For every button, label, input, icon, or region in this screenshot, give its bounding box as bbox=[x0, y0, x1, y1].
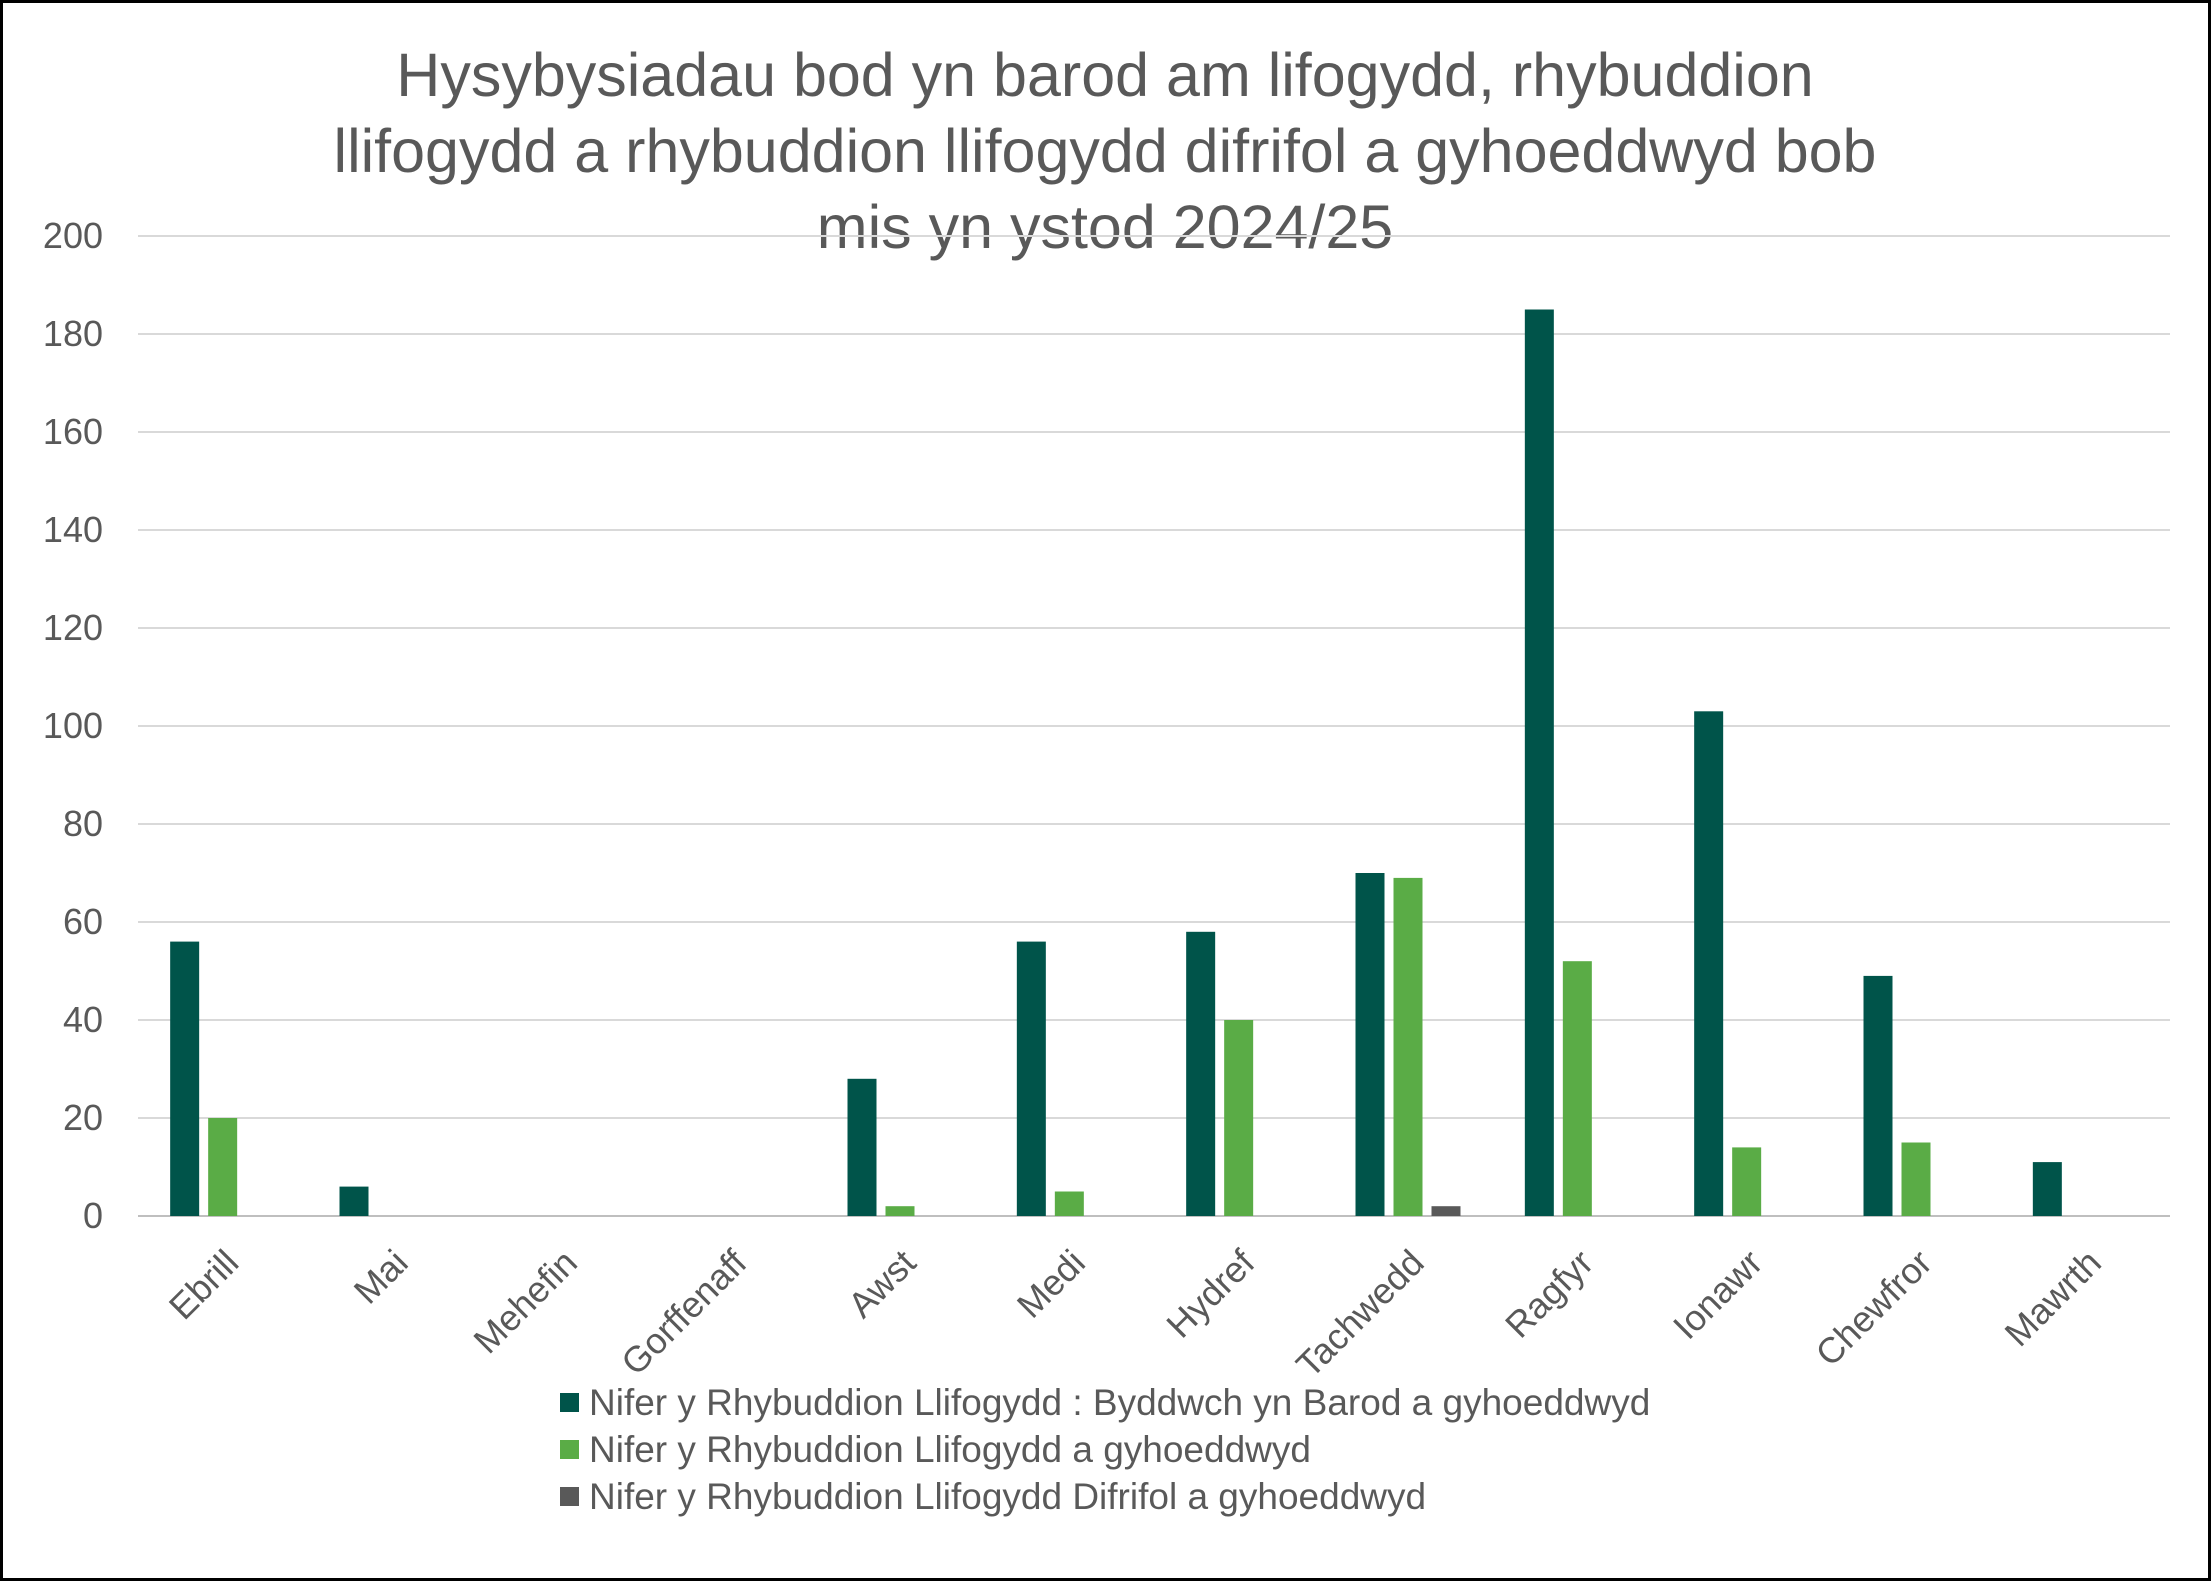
bar-mawrth-series-1 bbox=[2032, 1162, 2062, 1216]
x-tick-label: Ebrill bbox=[161, 1242, 247, 1328]
y-axis-ticks: 0 20 40 60 80 100 120 140 160 180 200 bbox=[43, 215, 103, 1236]
y-tick-label: 120 bbox=[43, 607, 103, 648]
chart-title-line-1: Hysybysiadau bod yn barod am lifogydd, r… bbox=[396, 41, 1813, 109]
legend-swatch-2 bbox=[560, 1440, 579, 1459]
y-tick-label: 20 bbox=[63, 1097, 103, 1138]
x-tick-label: Awst bbox=[840, 1242, 924, 1326]
x-tick-label: Tachwedd bbox=[1288, 1242, 1432, 1386]
y-tick-label: 180 bbox=[43, 313, 103, 354]
legend-label-1: Nifer y Rhybuddion Llifogydd : Byddwch y… bbox=[589, 1382, 1650, 1423]
bar-medi-series-2 bbox=[1054, 1191, 1084, 1216]
bar-chewfror-series-2 bbox=[1901, 1142, 1931, 1216]
chart-title: Hysybysiadau bod yn barod am lifogydd, r… bbox=[334, 41, 1877, 261]
y-tick-label: 0 bbox=[83, 1195, 103, 1236]
x-tick-label: Medi bbox=[1009, 1242, 1093, 1326]
x-tick-label: Ragfyr bbox=[1497, 1242, 1601, 1346]
bar-hydref-series-1 bbox=[1186, 931, 1216, 1216]
bar-tachwedd-series-3 bbox=[1431, 1206, 1461, 1216]
x-tick-label: Mehefin bbox=[465, 1242, 585, 1362]
bar-medi-series-1 bbox=[1016, 941, 1046, 1216]
x-axis-ticks: Ebrill Mai Mehefin Gorffenaff Awst Medi Hydref… bbox=[161, 1241, 2109, 1385]
bar-awst-series-2 bbox=[885, 1206, 915, 1216]
legend-swatch-1 bbox=[560, 1393, 579, 1412]
bar-ebrill-series-1 bbox=[170, 941, 200, 1216]
y-tick-label: 160 bbox=[43, 411, 103, 452]
legend-label-3: Nifer y Rhybuddion Llifogydd Difrifol a … bbox=[589, 1476, 1426, 1517]
x-tick-label: Hydref bbox=[1158, 1241, 1263, 1346]
bar-ionawr-series-2 bbox=[1732, 1147, 1762, 1216]
chart-svg: Hysybysiadau bod yn barod am lifogydd, r… bbox=[43, 41, 2170, 1517]
x-tick-label: Chewfror bbox=[1807, 1242, 1939, 1374]
chart-title-line-3: mis yn ystod 2024/25 bbox=[817, 193, 1393, 261]
y-tick-label: 200 bbox=[43, 215, 103, 256]
x-tick-label: Gorffenaff bbox=[613, 1241, 755, 1383]
bar-chewfror-series-1 bbox=[1863, 975, 1893, 1216]
bar-tachwedd-series-2 bbox=[1393, 877, 1423, 1216]
y-tick-label: 40 bbox=[63, 999, 103, 1040]
bar-hydref-series-2 bbox=[1224, 1020, 1254, 1216]
bars bbox=[170, 309, 2062, 1216]
x-tick-label: Ionawr bbox=[1665, 1242, 1770, 1347]
bar-ragfyr-series-1 bbox=[1524, 309, 1554, 1216]
bar-mai-series-1 bbox=[339, 1186, 369, 1216]
y-tick-label: 140 bbox=[43, 509, 103, 550]
legend: Nifer y Rhybuddion Llifogydd : Byddwch y… bbox=[560, 1382, 1650, 1517]
y-tick-label: 60 bbox=[63, 901, 103, 942]
x-tick-label: Mai bbox=[346, 1242, 416, 1312]
bar-awst-series-1 bbox=[847, 1078, 877, 1216]
bar-tachwedd-series-1 bbox=[1355, 873, 1385, 1216]
legend-swatch-3 bbox=[560, 1487, 579, 1506]
y-tick-label: 100 bbox=[43, 705, 103, 746]
bar-ragfyr-series-2 bbox=[1562, 961, 1592, 1216]
chart-title-line-2: llifogydd a rhybuddion llifogydd difrifo… bbox=[334, 117, 1877, 185]
y-tick-label: 80 bbox=[63, 803, 103, 844]
legend-label-2: Nifer y Rhybuddion Llifogydd a gyhoeddwy… bbox=[589, 1429, 1311, 1470]
x-tick-label: Mawrth bbox=[1997, 1242, 2109, 1354]
gridlines bbox=[138, 235, 2170, 1217]
bar-ebrill-series-2 bbox=[208, 1118, 238, 1216]
bar-ionawr-series-1 bbox=[1694, 711, 1724, 1216]
